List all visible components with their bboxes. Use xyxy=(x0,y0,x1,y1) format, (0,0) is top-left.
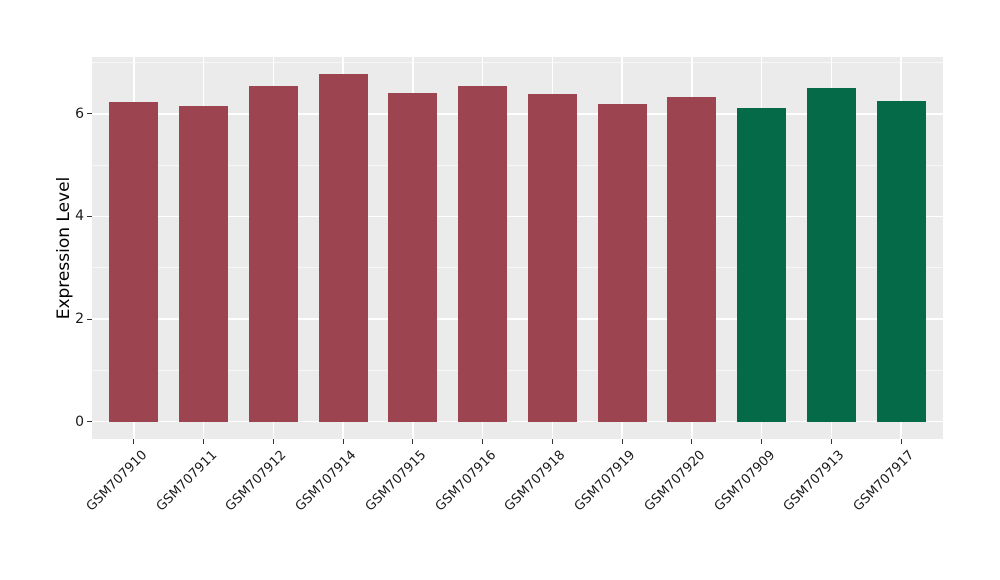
y-tick-label-4: 4 xyxy=(75,208,84,225)
y-tick-label-6: 6 xyxy=(75,105,84,122)
x-tick-label-GSM707918: GSM707918 xyxy=(502,447,569,515)
x-tick-label-GSM707909: GSM707909 xyxy=(711,447,778,515)
bar-GSM707920 xyxy=(667,96,717,422)
x-tick-mark-GSM707910 xyxy=(133,439,135,444)
x-tick-mark-GSM707917 xyxy=(900,439,902,444)
x-tick-mark-GSM707913 xyxy=(830,439,832,444)
y-tick-label-0: 0 xyxy=(75,413,84,430)
bar-GSM707910 xyxy=(109,102,159,422)
x-tick-label-GSM707912: GSM707912 xyxy=(223,447,290,515)
y-tick-mark-0 xyxy=(87,421,92,423)
bar-GSM707913 xyxy=(806,88,856,422)
gridline-minor-y5 xyxy=(92,164,943,166)
plot-panel xyxy=(92,57,943,439)
bar-GSM707919 xyxy=(597,104,647,422)
bar-GSM707914 xyxy=(318,74,368,422)
x-tick-label-GSM707915: GSM707915 xyxy=(362,447,430,515)
gridline-major-y4 xyxy=(92,215,943,218)
gridline-major-y2 xyxy=(92,318,943,320)
y-axis-title: Expression Level xyxy=(54,176,74,320)
panel-background xyxy=(92,57,943,439)
bar-GSM707911 xyxy=(179,105,229,422)
y-tick-label-2: 2 xyxy=(75,311,84,328)
x-tick-label-GSM707919: GSM707919 xyxy=(571,447,639,515)
bar-GSM707912 xyxy=(248,86,298,422)
x-tick-mark-GSM707909 xyxy=(761,439,763,444)
x-tick-label-GSM707911: GSM707911 xyxy=(153,447,220,515)
x-tick-mark-GSM707912 xyxy=(272,439,274,444)
y-tick-mark-4 xyxy=(87,215,92,217)
x-tick-label-GSM707916: GSM707916 xyxy=(432,447,499,515)
bar-GSM707916 xyxy=(458,85,508,422)
x-tick-mark-GSM707916 xyxy=(482,439,484,444)
y-tick-mark-6 xyxy=(87,113,92,115)
x-tick-label-GSM707917: GSM707917 xyxy=(850,447,918,515)
bar-GSM707909 xyxy=(737,107,787,422)
gridline-major-y0 xyxy=(92,420,943,423)
x-tick-label-GSM707914: GSM707914 xyxy=(292,447,360,515)
x-tick-mark-GSM707919 xyxy=(621,439,623,444)
x-tick-mark-GSM707911 xyxy=(203,439,205,444)
x-tick-mark-GSM707914 xyxy=(342,439,344,444)
bar-GSM707915 xyxy=(388,93,438,422)
bar-GSM707918 xyxy=(527,93,577,422)
gridline-major-y6 xyxy=(92,113,943,115)
gridline-minor-y1 xyxy=(92,369,943,371)
x-tick-label-GSM707920: GSM707920 xyxy=(641,447,709,515)
gridline-minor-y3 xyxy=(92,267,943,269)
x-tick-mark-GSM707915 xyxy=(412,439,414,444)
bar-GSM707917 xyxy=(876,100,926,422)
x-tick-mark-GSM707920 xyxy=(691,439,693,444)
x-tick-label-GSM707913: GSM707913 xyxy=(781,447,848,515)
x-tick-mark-GSM707918 xyxy=(551,439,553,444)
gridline-minor-y7 xyxy=(92,62,943,64)
y-tick-mark-2 xyxy=(87,318,92,320)
x-tick-label-GSM707910: GSM707910 xyxy=(83,447,151,515)
